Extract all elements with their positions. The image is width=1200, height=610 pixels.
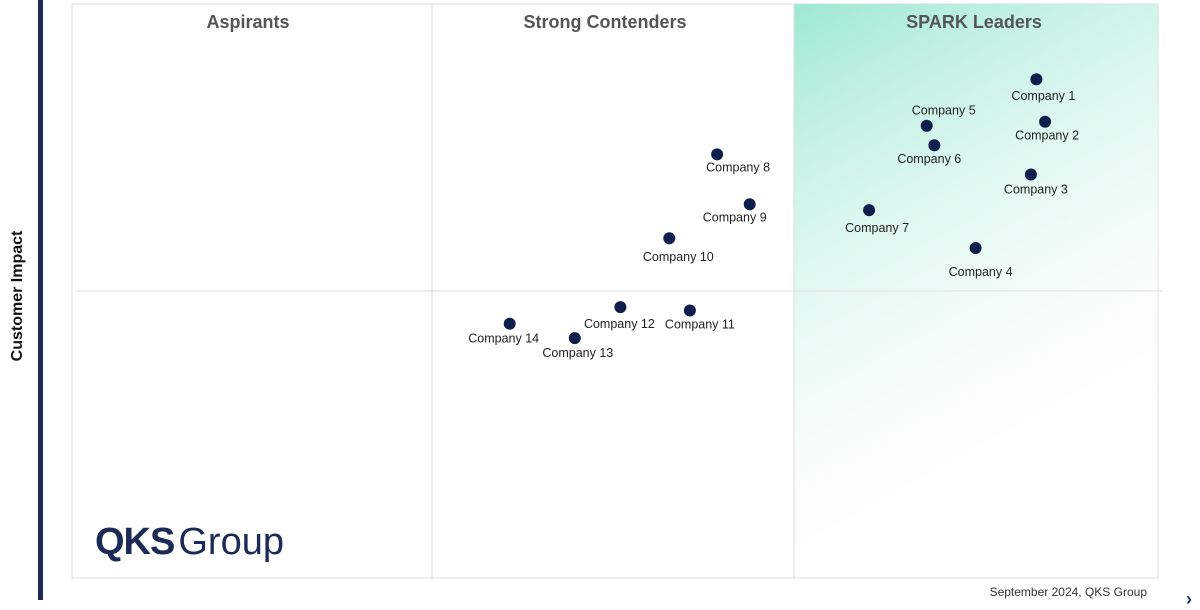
point-label-company-12: Company 12 bbox=[584, 317, 655, 331]
point-marker-company-11 bbox=[683, 304, 696, 317]
point-label-company-11: Company 11 bbox=[665, 318, 735, 332]
data-points: Company 1 Company 2 Company 3 Company 4 Comp… bbox=[468, 73, 1079, 360]
point-marker-company-4 bbox=[969, 242, 982, 254]
point-marker-company-14 bbox=[503, 317, 516, 330]
point-label-company-4: Company 4 bbox=[949, 265, 1013, 279]
point-label-company-13: Company 13 bbox=[542, 346, 613, 360]
x-axis-arrow-icon: › bbox=[1186, 589, 1192, 609]
qks-group-logo: QKS Group bbox=[95, 521, 284, 564]
footer-note: September 2024, QKS Group bbox=[989, 585, 1147, 599]
logo-strong-text: QKS bbox=[95, 521, 175, 563]
point-marker-company-10 bbox=[663, 232, 676, 245]
point-label-company-3: Company 3 bbox=[1004, 183, 1068, 197]
point-label-company-1: Company 1 bbox=[1011, 89, 1075, 103]
quadrant-title-strong-contenders: Strong Contenders bbox=[523, 12, 686, 32]
point-label-company-5: Company 5 bbox=[912, 104, 976, 118]
point-marker-company-12 bbox=[614, 301, 627, 314]
point-marker-company-2 bbox=[1039, 115, 1052, 128]
point-label-company-9: Company 9 bbox=[703, 210, 767, 224]
point-label-company-7: Company 7 bbox=[845, 221, 909, 235]
point-marker-company-6 bbox=[928, 139, 941, 152]
point-marker-company-9 bbox=[743, 198, 756, 211]
point-marker-company-5 bbox=[920, 119, 933, 132]
point-label-company-2: Company 2 bbox=[1015, 129, 1079, 143]
logo-light-text: Group bbox=[178, 521, 284, 563]
point-label-company-6: Company 6 bbox=[897, 152, 961, 166]
y-axis-line bbox=[38, 0, 43, 600]
quadrant-title-spark-leaders: SPARK Leaders bbox=[906, 12, 1042, 32]
point-label-company-8: Company 8 bbox=[706, 160, 770, 174]
point-marker-company-13 bbox=[568, 332, 581, 345]
point-marker-company-8 bbox=[711, 148, 724, 161]
point-label-company-10: Company 10 bbox=[643, 250, 714, 264]
quadrant-title-aspirants: Aspirants bbox=[206, 12, 289, 32]
point-marker-company-7 bbox=[863, 204, 876, 217]
point-marker-company-3 bbox=[1024, 168, 1037, 181]
point-label-company-14: Company 14 bbox=[468, 332, 539, 346]
point-marker-company-1 bbox=[1030, 73, 1043, 86]
